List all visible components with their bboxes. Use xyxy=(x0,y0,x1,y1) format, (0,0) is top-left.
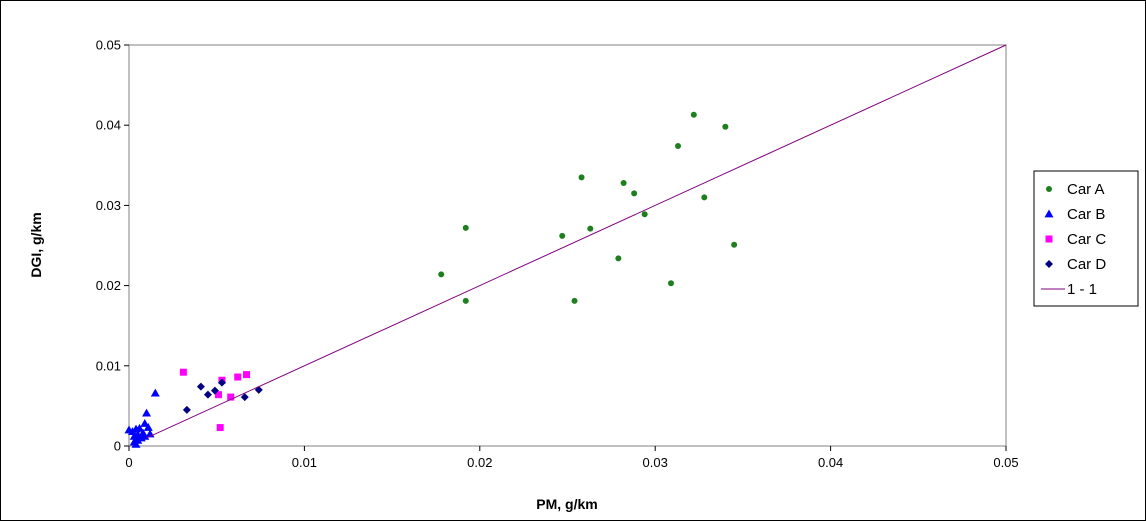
data-point-car-c xyxy=(179,368,187,376)
data-point-car-a xyxy=(690,111,697,118)
x-tick-label: 0 xyxy=(125,455,132,470)
y-tick-label: 0.01 xyxy=(96,358,121,373)
data-point-car-a xyxy=(675,143,682,150)
data-point-car-b xyxy=(142,408,152,417)
y-axis-title: DGI, g/km xyxy=(28,212,44,277)
y-tick-label: 0.05 xyxy=(96,38,121,53)
x-tick-label: 0.04 xyxy=(818,455,843,470)
data-point-car-a xyxy=(559,232,566,239)
data-point-car-d xyxy=(217,378,226,387)
data-point-car-b xyxy=(131,439,141,448)
x-tick-label: 0.05 xyxy=(993,455,1018,470)
legend-marker-car-d xyxy=(1045,260,1053,268)
data-point-car-a xyxy=(587,225,594,232)
legend-label-car-b: Car B xyxy=(1067,206,1105,223)
data-point-car-a xyxy=(615,255,622,262)
data-point-car-a xyxy=(438,271,445,278)
y-tick-label: 0.02 xyxy=(96,278,121,293)
data-point-car-b xyxy=(135,423,145,432)
data-point-car-a xyxy=(620,179,627,186)
data-point-car-d xyxy=(182,405,191,414)
data-point-car-b xyxy=(143,423,153,431)
data-point-car-c xyxy=(214,391,222,399)
legend-marker-car-a xyxy=(1046,186,1052,192)
x-tick-label: 0.03 xyxy=(643,455,668,470)
data-point-car-a xyxy=(641,211,648,218)
x-axis-title: PM, g/km xyxy=(536,496,597,512)
data-point-car-d xyxy=(240,393,249,402)
data-point-car-a xyxy=(462,297,469,304)
legend-label-car-d: Car D xyxy=(1067,256,1106,273)
data-point-car-a xyxy=(578,174,585,181)
data-point-car-a xyxy=(631,190,638,197)
data-point-car-b xyxy=(140,419,150,427)
data-point-car-c xyxy=(234,373,242,381)
data-point-car-a xyxy=(722,123,729,130)
data-point-car-b xyxy=(150,388,160,397)
legend-label-1-1: 1 - 1 xyxy=(1067,281,1097,298)
data-point-car-c xyxy=(243,371,251,379)
legend-label-car-c: Car C xyxy=(1067,231,1106,248)
data-point-car-c xyxy=(227,393,235,401)
y-tick-label: 0.03 xyxy=(96,198,121,213)
data-point-car-d xyxy=(210,386,219,395)
x-tick-label: 0.02 xyxy=(467,455,492,470)
data-point-car-d xyxy=(203,390,212,399)
legend-marker-car-b xyxy=(1044,209,1054,218)
series-line-1-1 xyxy=(146,44,1007,439)
data-point-car-d xyxy=(196,382,205,391)
data-point-car-c xyxy=(216,424,224,432)
legend-label-car-a: Car A xyxy=(1067,181,1105,198)
data-point-car-a xyxy=(571,297,578,304)
legend-marker-car-c xyxy=(1045,235,1053,243)
data-point-car-a xyxy=(667,280,674,287)
data-point-car-a xyxy=(731,241,738,248)
y-tick-label: 0.04 xyxy=(96,118,121,133)
x-tick-label: 0.01 xyxy=(292,455,317,470)
data-point-car-a xyxy=(701,194,708,201)
y-tick-label: 0 xyxy=(114,439,121,454)
data-point-car-a xyxy=(462,224,469,231)
